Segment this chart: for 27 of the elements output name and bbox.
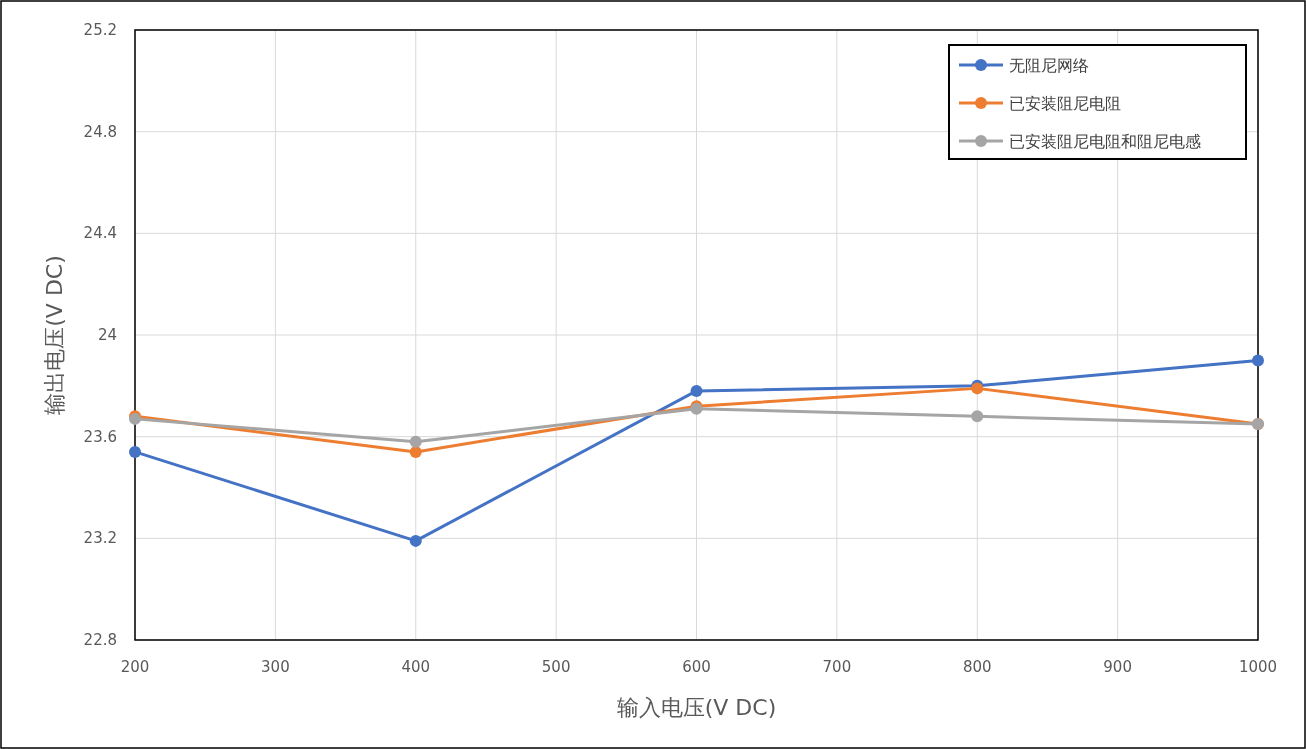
point: [129, 445, 141, 458]
point: [971, 410, 984, 423]
x-tick-label: 800: [962, 658, 992, 676]
point: [1252, 354, 1264, 367]
y-tick-label: 22.8: [83, 631, 117, 649]
x-tick-label: 400: [401, 658, 431, 676]
x-tick-label: 900: [1103, 658, 1132, 676]
x-tick-label: 500: [541, 658, 571, 676]
x-tick-label: 700: [822, 658, 852, 676]
legend-label: 已安装阻尼电阻: [1009, 94, 1121, 113]
y-tick-label: 23.6: [83, 427, 117, 446]
point: [409, 534, 422, 547]
y-tick-label: 24.8: [83, 122, 117, 141]
x-tick-label: 1000: [1238, 658, 1278, 676]
x-tick-label: 300: [261, 658, 290, 676]
legend-label: 已安装阻尼电阻和阻尼电感: [1009, 132, 1201, 151]
y-tick-label: 23.2: [83, 529, 117, 548]
x-tick-label: 200: [120, 658, 150, 676]
x-axis-title: 输入电压(V DC): [616, 695, 777, 720]
point: [409, 435, 422, 448]
y-tick-label: 24.4: [83, 224, 117, 243]
x-tick-label: 600: [682, 658, 711, 676]
point: [690, 384, 703, 397]
y-tick-label: 24: [97, 326, 117, 344]
y-tick-label: 25.2: [83, 21, 117, 39]
y-axis-title: 输出电压(V DC): [42, 255, 67, 415]
legend-label: 无阻尼网络: [1009, 56, 1089, 75]
